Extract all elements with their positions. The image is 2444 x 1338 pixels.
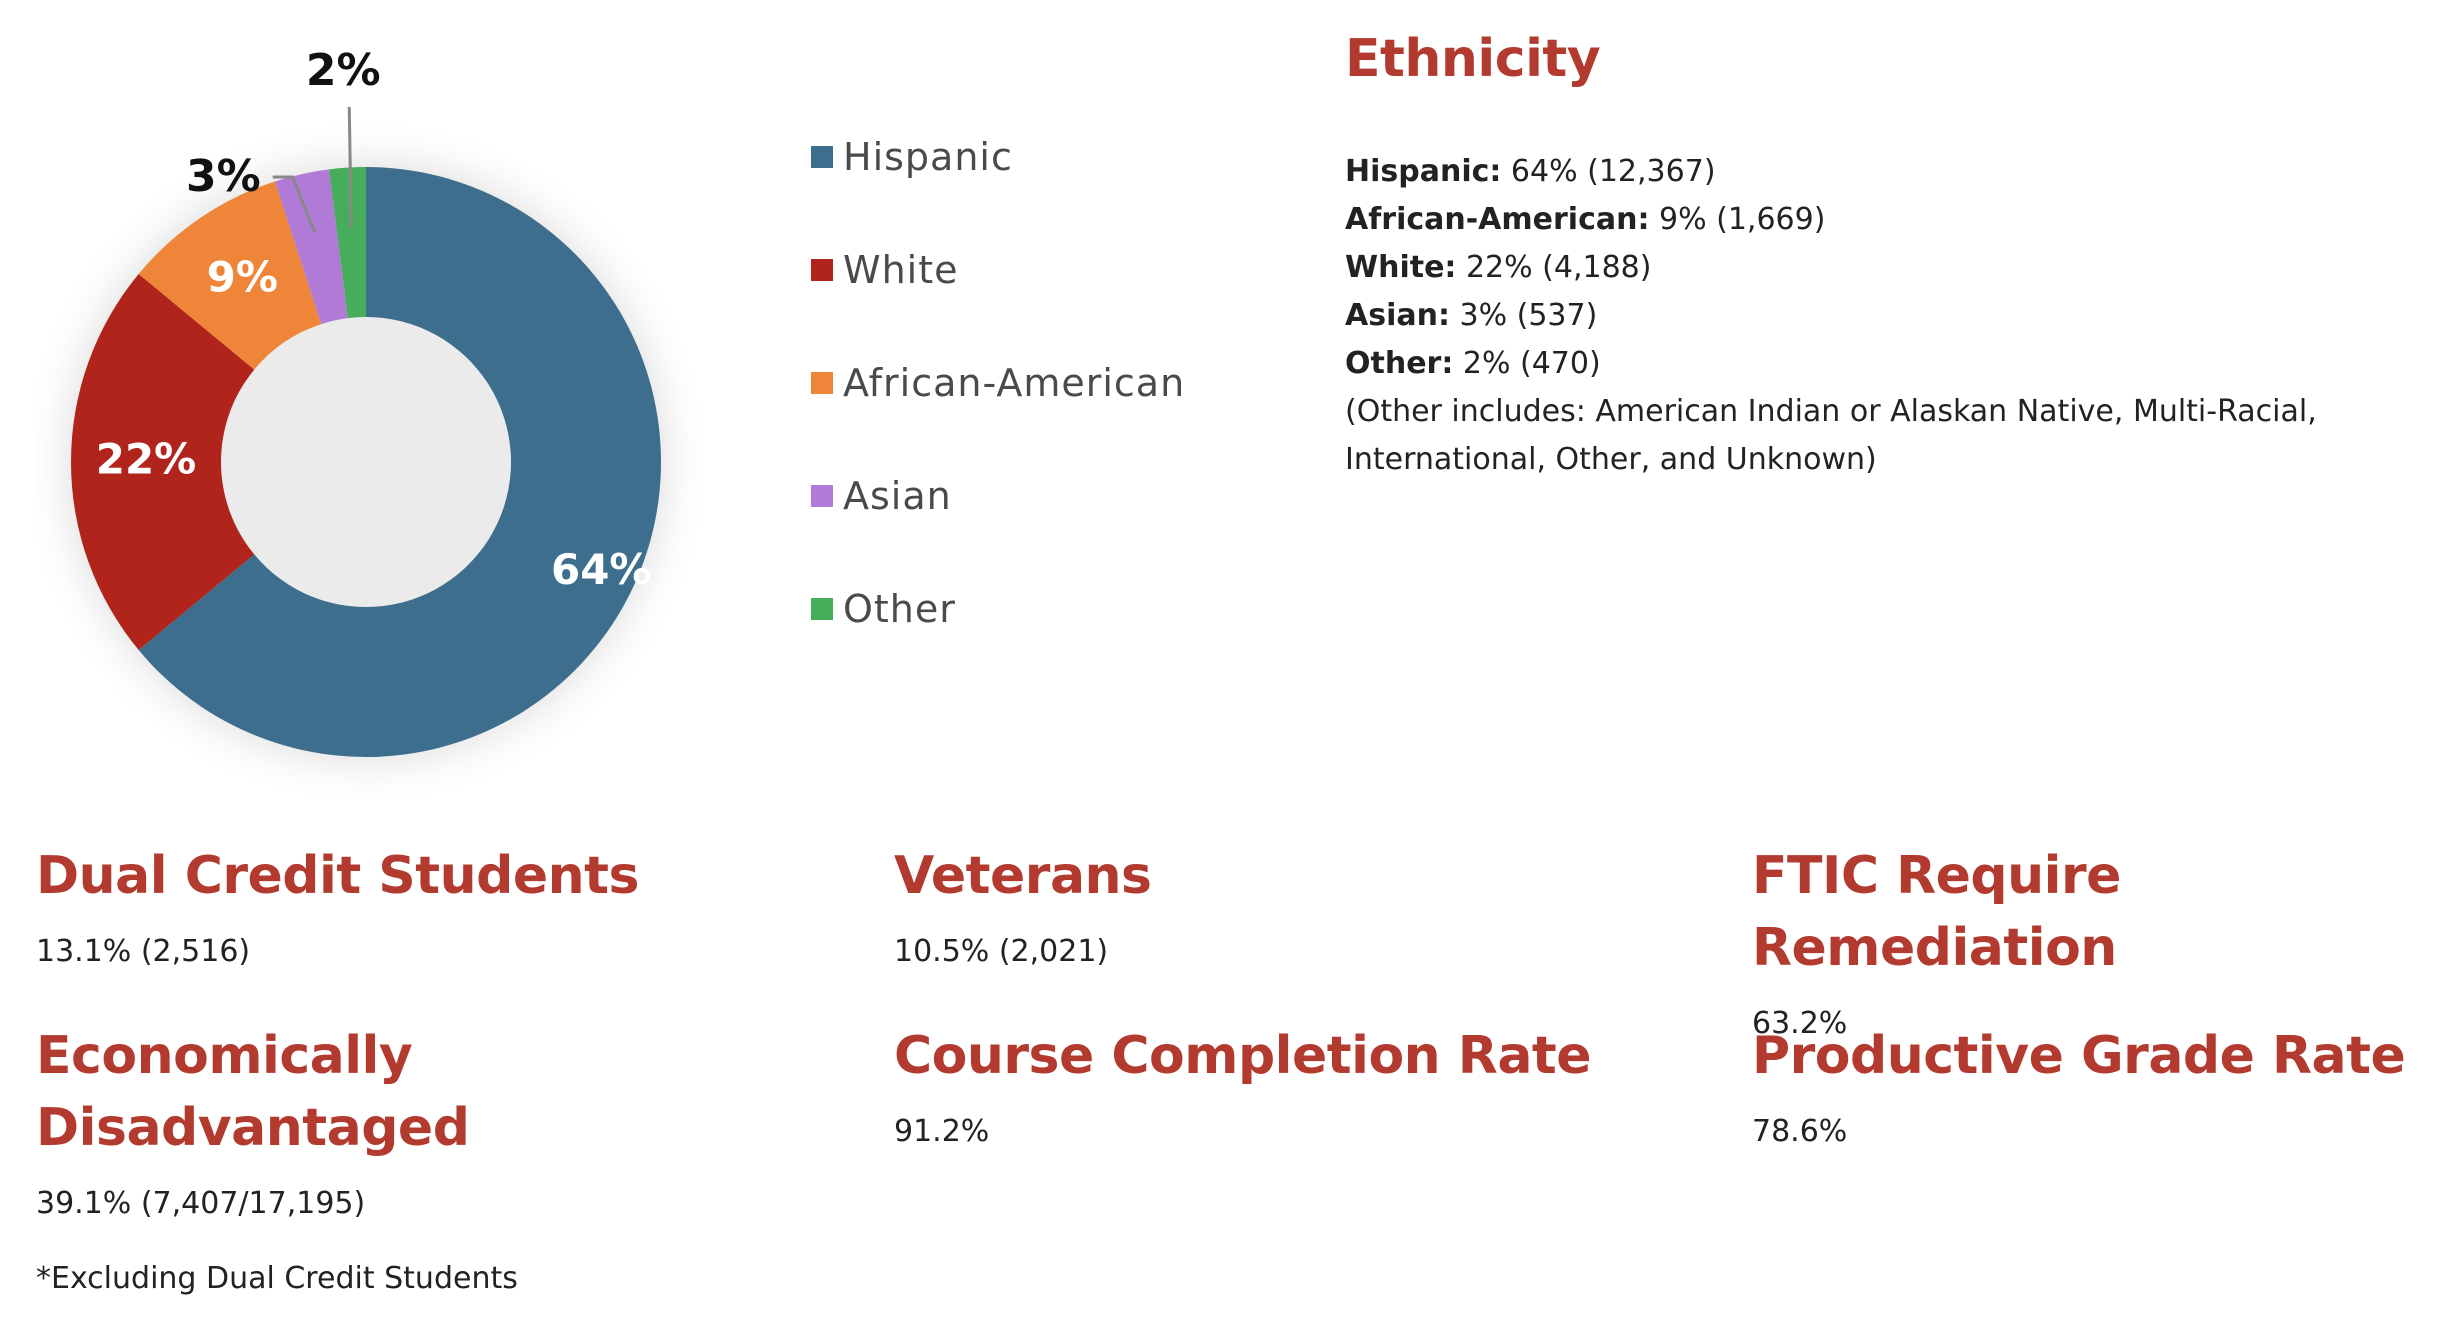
- ethnicity-key: White:: [1345, 250, 1457, 285]
- legend-item-hispanic: Hispanic: [811, 100, 1185, 213]
- stat-title: FTIC Require Remediation: [1752, 846, 2121, 978]
- slice-other: [329, 167, 366, 319]
- ethnicity-key: Other:: [1345, 346, 1454, 381]
- legend-item-asian: Asian: [811, 439, 1185, 552]
- callout-label: 3%: [186, 151, 261, 202]
- stat-productive-grade: Productive Grade Rate 78.6%: [1752, 1020, 2406, 1149]
- ethnicity-list: Hispanic: 64% (12,367) African-American:…: [1345, 148, 2425, 484]
- ethnicity-key: African-American:: [1345, 202, 1650, 237]
- legend-swatch-asian: [811, 484, 833, 507]
- legend-item-white: White: [811, 213, 1185, 326]
- ethnicity-key: Hispanic:: [1345, 154, 1502, 189]
- slice-asian: [274, 169, 348, 325]
- stat-title: Productive Grade Rate: [1752, 1026, 2406, 1086]
- callout-label: 2%: [306, 45, 381, 96]
- ethnicity-value: 64% (12,367): [1501, 154, 1716, 189]
- legend-label: Other: [843, 586, 956, 631]
- legend-swatch-african-american: [811, 371, 833, 394]
- slice-label: 9%: [207, 253, 278, 302]
- stat-title: Veterans: [894, 846, 1152, 906]
- stat-title: Dual Credit Students: [36, 846, 639, 906]
- slice-african-american: [138, 181, 322, 370]
- slice-label: 64%: [551, 545, 652, 594]
- stat-title-line: Economically: [36, 1026, 413, 1086]
- donut-chart-panel: 3% 2% 64% 22% 9% Hispanic White African-Ame…: [36, 0, 1216, 800]
- legend-swatch-other: [811, 597, 833, 620]
- stat-veterans: Veterans 10.5% (2,021): [894, 840, 1152, 969]
- donut-chart: 3% 2% 64% 22% 9%: [36, 45, 711, 800]
- stat-value: 78.6%: [1752, 1114, 1848, 1149]
- chart-legend: Hispanic White African-American Asian Ot…: [811, 100, 1185, 665]
- legend-label: African-American: [843, 360, 1186, 405]
- ethnicity-key: Asian:: [1345, 298, 1450, 333]
- stat-value: 63.2%: [1752, 1006, 1848, 1041]
- stat-note: *Excluding Dual Credit Students: [36, 1261, 518, 1296]
- ethnicity-value: 3% (537): [1449, 298, 1598, 333]
- stat-dual-credit: Dual Credit Students 13.1% (2,516): [36, 840, 639, 969]
- ethnicity-row-other: Other: 2% (470): [1345, 340, 2425, 388]
- legend-item-african-american: African-American: [811, 326, 1185, 439]
- legend-swatch-hispanic: [811, 145, 833, 168]
- ethnicity-note: (Other includes: American Indian or Alas…: [1345, 394, 2317, 477]
- ethnicity-row-white: White: 22% (4,188): [1345, 244, 2425, 292]
- stat-economically-disadvantaged: Economically Disadvantaged 39.1% (7,407/…: [36, 1020, 518, 1296]
- stat-title-line: Disadvantaged: [36, 1098, 470, 1158]
- legend-label: White: [843, 247, 959, 292]
- callout-leader-line: [347, 106, 353, 228]
- legend-swatch-white: [811, 258, 833, 281]
- stat-course-completion: Course Completion Rate 91.2%: [894, 1020, 1592, 1149]
- ethnicity-value: 22% (4,188): [1456, 250, 1652, 285]
- callout-leader-line: [272, 175, 317, 234]
- ethnicity-value: 2% (470): [1453, 346, 1601, 381]
- stat-title: Course Completion Rate: [894, 1026, 1592, 1086]
- stat-value: 91.2%: [894, 1114, 990, 1149]
- ethnicity-row-african-american: African-American: 9% (1,669): [1345, 196, 2425, 244]
- slice-white: [70, 273, 255, 651]
- ethnicity-panel: Ethnicity Hispanic: 64% (12,367) African…: [1345, 28, 2425, 484]
- slice-label: 22%: [96, 435, 197, 484]
- ethnicity-title: Ethnicity: [1345, 29, 1601, 89]
- ethnicity-row-asian: Asian: 3% (537): [1345, 292, 2425, 340]
- stat-title: Economically Disadvantaged: [36, 1020, 518, 1164]
- legend-label: Hispanic: [843, 134, 1013, 179]
- stat-ftic: FTIC Require Remediation 63.2%: [1752, 840, 2436, 1041]
- stat-value: 39.1% (7,407/17,195): [36, 1186, 366, 1221]
- stat-value: 10.5% (2,021): [894, 934, 1109, 969]
- ethnicity-value: 9% (1,669): [1649, 202, 1826, 237]
- ethnicity-row-hispanic: Hispanic: 64% (12,367): [1345, 148, 2425, 196]
- legend-label: Asian: [843, 473, 952, 518]
- legend-item-other: Other: [811, 552, 1185, 665]
- stat-value: 13.1% (2,516): [36, 934, 251, 969]
- slice-hispanic: [138, 167, 661, 757]
